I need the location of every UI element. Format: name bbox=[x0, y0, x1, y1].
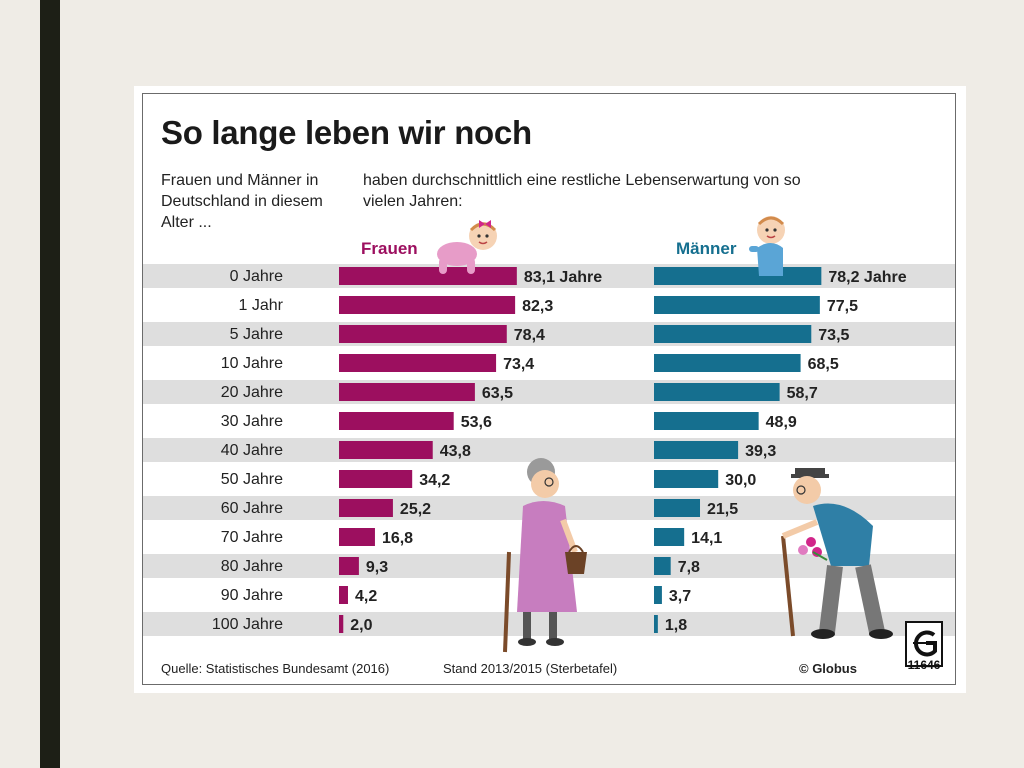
bar-frauen bbox=[339, 267, 517, 285]
value-label-frauen: 25,2 bbox=[400, 501, 431, 518]
intro-left-text: Frauen und Männer in Deutschland in dies… bbox=[161, 172, 323, 231]
bar-frauen bbox=[339, 383, 475, 401]
value-label-frauen: 2,0 bbox=[350, 617, 372, 634]
value-label-maenner: 30,0 bbox=[725, 472, 756, 489]
bar-maenner bbox=[654, 615, 658, 633]
bar-frauen bbox=[339, 412, 454, 430]
bar-frauen bbox=[339, 470, 413, 488]
bar-frauen bbox=[339, 615, 344, 633]
infographic: So lange leben wir noch Frauen und Männe… bbox=[142, 93, 956, 685]
value-label-maenner: 48,9 bbox=[766, 414, 797, 431]
bar-maenner bbox=[654, 383, 780, 401]
value-label-frauen: 53,6 bbox=[461, 414, 492, 431]
bar-maenner bbox=[654, 499, 701, 517]
category-label: 50 Jahre bbox=[221, 471, 283, 488]
value-label-frauen: 34,2 bbox=[419, 472, 450, 489]
bar-maenner bbox=[654, 354, 801, 372]
category-label: 100 Jahre bbox=[212, 616, 283, 633]
bar-maenner bbox=[654, 528, 685, 546]
category-label: 30 Jahre bbox=[221, 413, 283, 430]
category-label: 0 Jahre bbox=[230, 268, 283, 285]
intro-right-text: haben durchschnittlich eine restliche Le… bbox=[363, 172, 801, 210]
value-label-frauen: 78,4 bbox=[514, 327, 545, 344]
value-label-maenner: 1,8 bbox=[665, 617, 687, 634]
credit-note: © Globus bbox=[799, 661, 857, 676]
category-label: 90 Jahre bbox=[221, 587, 283, 604]
value-label-frauen: 43,8 bbox=[440, 443, 471, 460]
bar-maenner bbox=[654, 441, 739, 459]
category-label: 10 Jahre bbox=[221, 355, 283, 372]
globus-logo bbox=[905, 621, 943, 667]
bar-maenner bbox=[654, 267, 822, 285]
value-label-maenner: 78,2 Jahre bbox=[828, 269, 906, 286]
bar-maenner bbox=[654, 412, 759, 430]
category-label: 80 Jahre bbox=[221, 558, 283, 575]
bar-frauen bbox=[339, 499, 393, 517]
row-stripe bbox=[143, 322, 955, 346]
source-note: Quelle: Statistisches Bundesamt (2016) bbox=[161, 661, 390, 676]
baby-girl-illustration bbox=[437, 220, 497, 274]
bar-chart: 0 Jahre 83,1 Jahre 78,2 Jahre 1 Jahr 82,3 77,… bbox=[143, 216, 955, 653]
bar-frauen bbox=[339, 557, 359, 575]
grandmother-illustration bbox=[503, 458, 587, 653]
value-label-frauen: 16,8 bbox=[382, 530, 413, 547]
value-label-maenner: 3,7 bbox=[669, 588, 691, 605]
legend-frauen: Frauen bbox=[361, 239, 418, 258]
bar-maenner bbox=[654, 470, 719, 488]
category-label: 70 Jahre bbox=[221, 529, 283, 546]
stand-note: Stand 2013/2015 (Sterbetafel) bbox=[443, 661, 618, 676]
row-stripe bbox=[143, 438, 955, 462]
legend-maenner: Männer bbox=[676, 239, 737, 258]
chart-title: So lange leben wir noch bbox=[161, 114, 532, 151]
value-label-maenner: 58,7 bbox=[787, 385, 818, 402]
logo-number: 11646 bbox=[907, 658, 941, 672]
bar-frauen bbox=[339, 354, 497, 372]
category-label: 20 Jahre bbox=[221, 384, 283, 401]
value-label-frauen: 9,3 bbox=[366, 559, 388, 576]
value-label-maenner: 21,5 bbox=[707, 501, 738, 518]
value-label-maenner: 39,3 bbox=[745, 443, 776, 460]
bar-maenner bbox=[654, 296, 820, 314]
bar-frauen bbox=[339, 528, 375, 546]
grandfather-illustration bbox=[781, 468, 893, 639]
value-label-maenner: 73,5 bbox=[818, 327, 849, 344]
category-label: 1 Jahr bbox=[239, 297, 284, 314]
bar-frauen bbox=[339, 441, 433, 459]
value-label-frauen: 83,1 Jahre bbox=[524, 269, 602, 286]
value-label-maenner: 77,5 bbox=[827, 298, 858, 315]
bar-frauen bbox=[339, 325, 507, 343]
value-label-frauen: 82,3 bbox=[522, 298, 553, 315]
value-label-frauen: 4,2 bbox=[355, 588, 377, 605]
slide-accent-bar bbox=[40, 0, 60, 768]
bar-maenner bbox=[654, 586, 662, 604]
category-label: 5 Jahre bbox=[230, 326, 283, 343]
bar-frauen bbox=[339, 296, 516, 314]
value-label-frauen: 63,5 bbox=[482, 385, 513, 402]
row-stripe bbox=[143, 380, 955, 404]
value-label-maenner: 68,5 bbox=[808, 356, 839, 373]
category-label: 60 Jahre bbox=[221, 500, 283, 517]
bar-maenner bbox=[654, 557, 671, 575]
category-label: 40 Jahre bbox=[221, 442, 283, 459]
value-label-maenner: 14,1 bbox=[691, 530, 722, 547]
baby-boy-illustration bbox=[749, 216, 785, 276]
bar-frauen bbox=[339, 586, 348, 604]
value-label-frauen: 73,4 bbox=[503, 356, 534, 373]
value-label-maenner: 7,8 bbox=[678, 559, 700, 576]
bar-maenner bbox=[654, 325, 812, 343]
